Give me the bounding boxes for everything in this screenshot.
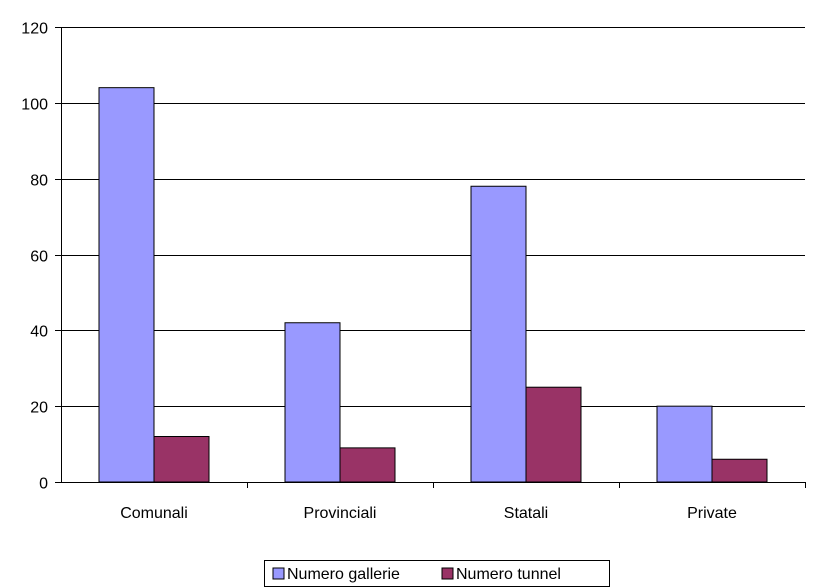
y-tick-label-80: 80 bbox=[30, 173, 48, 190]
y-tick-label-60: 60 bbox=[30, 249, 48, 266]
bars bbox=[98, 87, 768, 483]
x-tick-label-comunali: Comunali bbox=[120, 505, 188, 522]
legend-swatch-2 bbox=[441, 567, 454, 580]
x-tick-label-provinciali: Provinciali bbox=[304, 505, 377, 522]
axes bbox=[55, 27, 806, 488]
y-tick-label-40: 40 bbox=[30, 324, 48, 341]
y-tick-label-0: 0 bbox=[39, 476, 48, 493]
x-tick-label-statali: Statali bbox=[504, 505, 548, 522]
bar-numero-tunnel-private bbox=[711, 458, 768, 483]
bar-numero-tunnel-comunali bbox=[153, 436, 210, 483]
x-tick-label-private: Private bbox=[687, 505, 737, 522]
legend-label-1: Numero gallerie bbox=[287, 566, 400, 583]
gridlines bbox=[61, 27, 805, 407]
bar-numero-gallerie-private bbox=[656, 405, 713, 483]
y-tick-label-100: 100 bbox=[21, 97, 48, 114]
y-tick-label-120: 120 bbox=[21, 21, 48, 38]
bar-numero-tunnel-statali bbox=[525, 386, 582, 483]
legend: Numero gallerie Numero tunnel bbox=[264, 560, 610, 587]
bar-numero-gallerie-provinciali bbox=[284, 322, 341, 483]
legend-swatch-1 bbox=[272, 567, 285, 580]
bar-numero-tunnel-provinciali bbox=[339, 447, 396, 483]
y-tick-label-20: 20 bbox=[30, 400, 48, 417]
legend-box bbox=[264, 560, 610, 587]
bar-numero-gallerie-comunali bbox=[98, 87, 155, 483]
bar-numero-gallerie-statali bbox=[470, 185, 527, 483]
legend-label-2: Numero tunnel bbox=[456, 566, 561, 583]
axis-labels: 0 20 40 60 80 100 120 Comunali Provinciali Statal… bbox=[21, 21, 737, 523]
